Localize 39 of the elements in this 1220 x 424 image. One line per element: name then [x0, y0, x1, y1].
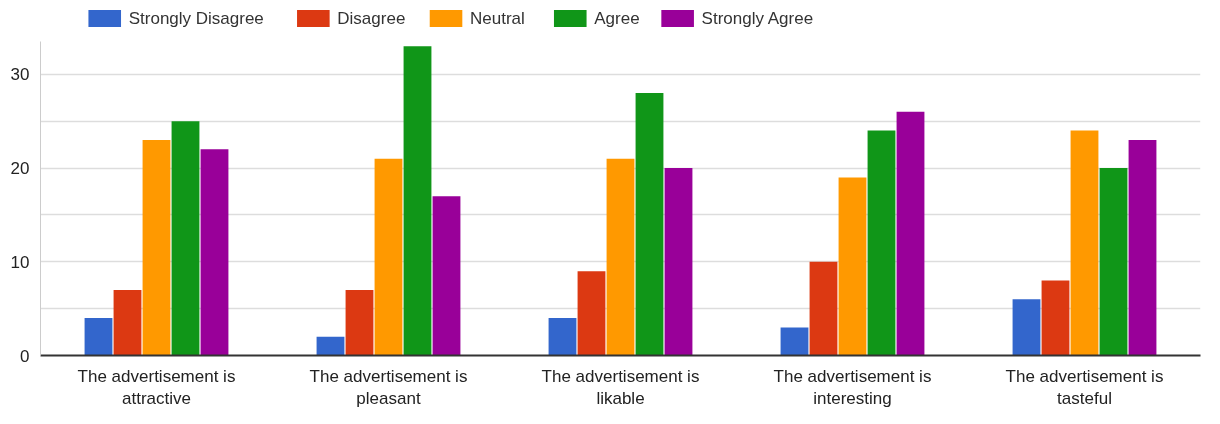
y-tick-label: 10	[10, 252, 30, 272]
bar	[142, 139, 171, 356]
x-tick-label: The advertisement is likable	[541, 366, 700, 409]
bar	[780, 327, 809, 356]
x-tick-label: The advertisement is tasteful	[1005, 366, 1164, 409]
bar	[1128, 139, 1157, 356]
legend-label: Disagree	[337, 9, 406, 28]
bar	[432, 196, 461, 356]
bar	[838, 177, 867, 356]
x-tick-label: The advertisement is attractive	[77, 366, 236, 409]
bar	[345, 289, 374, 356]
bar	[1070, 130, 1099, 356]
bar	[635, 93, 664, 356]
bar	[896, 111, 925, 356]
bar	[374, 158, 403, 356]
bar	[577, 271, 606, 356]
y-tick-label: 30	[10, 65, 30, 85]
bar	[1012, 299, 1041, 356]
legend-label: Neutral	[469, 9, 525, 28]
x-tick-label: The advertisement is pleasant	[309, 366, 468, 409]
legend-label: Strongly Agree	[701, 9, 814, 28]
bar	[171, 121, 200, 356]
x-tick-label: The advertisement is interesting	[773, 366, 932, 409]
y-tick-label: 20	[10, 159, 30, 179]
bar	[664, 168, 693, 356]
bar	[809, 261, 838, 356]
bar	[200, 149, 229, 356]
bar	[606, 158, 635, 356]
bar	[403, 46, 432, 356]
legend-label: Agree	[594, 9, 640, 28]
bar	[113, 289, 142, 356]
bar	[1041, 280, 1070, 356]
bar	[867, 130, 896, 356]
y-tick-label: 0	[20, 346, 30, 366]
bar	[1099, 168, 1128, 356]
bar	[316, 336, 345, 356]
bar	[84, 318, 113, 356]
legend-label: Strongly Disagree	[128, 9, 264, 28]
bar	[548, 318, 577, 356]
